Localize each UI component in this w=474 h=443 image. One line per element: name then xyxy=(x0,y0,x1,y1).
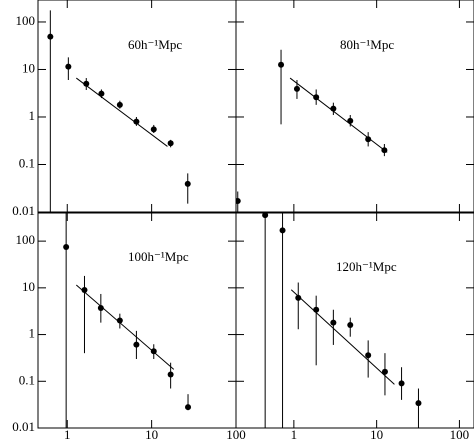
panel xyxy=(63,213,192,428)
panel-frame xyxy=(235,212,474,429)
point xyxy=(133,341,140,348)
point xyxy=(47,33,54,40)
y-tick-label: 100 xyxy=(16,13,36,28)
point xyxy=(365,136,372,143)
panel-frame xyxy=(235,0,474,213)
panel-label: 60h⁻¹Mpc xyxy=(128,37,182,52)
point xyxy=(295,294,302,301)
point xyxy=(150,126,157,133)
y-tick-label: 0.1 xyxy=(19,155,35,170)
panel-label: 100h⁻¹Mpc xyxy=(128,249,189,264)
point xyxy=(167,371,174,378)
point xyxy=(278,61,285,68)
fit-line xyxy=(76,77,168,147)
fit-line xyxy=(289,77,388,153)
y-tick-label: 1 xyxy=(29,108,36,123)
point xyxy=(313,306,320,313)
y-tick-label: 0.01 xyxy=(12,203,35,218)
point xyxy=(65,63,72,70)
panel-label: 80h⁻¹Mpc xyxy=(340,37,394,52)
point xyxy=(279,227,286,234)
point xyxy=(293,85,300,92)
point xyxy=(185,404,192,411)
y-tick-label: 100 xyxy=(16,232,36,247)
point xyxy=(398,380,405,387)
x-tick-label: 1 xyxy=(291,427,298,442)
y-tick-label: 0.1 xyxy=(19,372,35,387)
point xyxy=(167,140,174,147)
point xyxy=(262,213,269,219)
point xyxy=(97,305,104,312)
point xyxy=(133,118,140,125)
panel xyxy=(47,10,191,212)
point xyxy=(381,368,388,375)
panel xyxy=(262,213,422,428)
y-tick-label: 1 xyxy=(29,326,36,341)
x-tick-label: 10 xyxy=(370,427,383,442)
panel-label: 120h⁻¹Mpc xyxy=(336,259,397,274)
y-tick-label: 10 xyxy=(22,60,35,75)
fit-line xyxy=(290,289,395,385)
point xyxy=(415,400,422,407)
fit-line xyxy=(75,284,175,370)
x-tick-label: 100 xyxy=(450,427,470,442)
x-tick-label: 100 xyxy=(226,427,246,442)
panel xyxy=(236,49,388,212)
point xyxy=(116,101,123,108)
point xyxy=(236,198,241,205)
point xyxy=(63,243,70,250)
point xyxy=(81,286,88,293)
x-tick-label: 10 xyxy=(145,427,158,442)
point xyxy=(347,117,354,124)
y-tick-label: 10 xyxy=(22,279,35,294)
point xyxy=(347,322,354,329)
point xyxy=(83,80,90,87)
point xyxy=(330,319,337,326)
y-tick-label: 0.01 xyxy=(12,419,35,434)
x-tick-label: 1 xyxy=(64,427,71,442)
point xyxy=(365,352,372,359)
point xyxy=(184,180,191,187)
